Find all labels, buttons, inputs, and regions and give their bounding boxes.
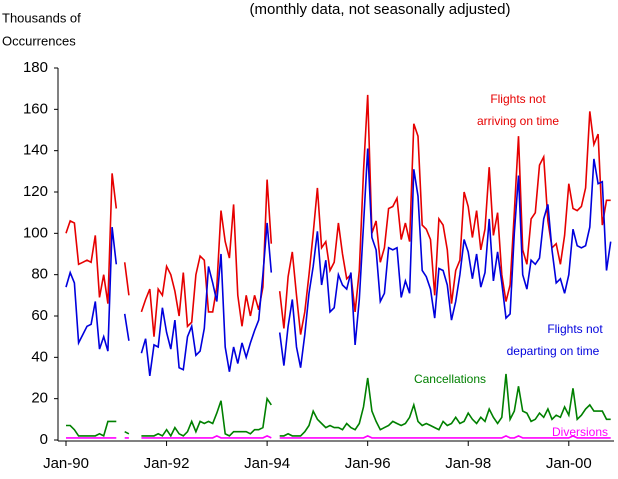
x-tick-label: Jan-92 bbox=[144, 455, 190, 472]
x-tick-label: Jan-00 bbox=[546, 455, 592, 472]
chart-title: (monthly data, not seasonally adjusted) bbox=[250, 1, 511, 18]
y-tick-label: 80 bbox=[31, 266, 48, 283]
y-tick-label: 0 bbox=[40, 431, 48, 448]
y-tick-label: 120 bbox=[23, 183, 48, 200]
series-annotation: Diversions bbox=[552, 425, 608, 439]
series-annotation: Cancellations bbox=[414, 372, 486, 386]
series-line bbox=[66, 373, 611, 438]
x-tick-label: Jan-98 bbox=[445, 455, 491, 472]
series-annotation: Flights not bbox=[547, 322, 603, 336]
series-line bbox=[65, 148, 612, 377]
y-tick-label: 140 bbox=[23, 142, 48, 159]
y-axis-label: Thousands of bbox=[2, 10, 81, 25]
y-tick-label: 60 bbox=[31, 307, 48, 324]
x-tick-label: Jan-94 bbox=[244, 455, 290, 472]
y-tick-label: 40 bbox=[31, 348, 48, 365]
y-tick-label: 20 bbox=[31, 390, 48, 407]
series-line bbox=[66, 435, 611, 439]
x-tick-label: Jan-90 bbox=[43, 455, 89, 472]
y-tick-label: 180 bbox=[23, 59, 48, 76]
y-tick-label: 160 bbox=[23, 100, 48, 117]
x-tick-label: Jan-96 bbox=[345, 455, 391, 472]
y-axis-label: Occurrences bbox=[2, 33, 76, 48]
series-annotation: departing on time bbox=[507, 344, 600, 358]
series-annotation: arriving on time bbox=[477, 114, 559, 128]
series-annotation: Flights not bbox=[490, 92, 546, 106]
series-line bbox=[65, 94, 611, 337]
y-tick-label: 100 bbox=[23, 224, 48, 241]
